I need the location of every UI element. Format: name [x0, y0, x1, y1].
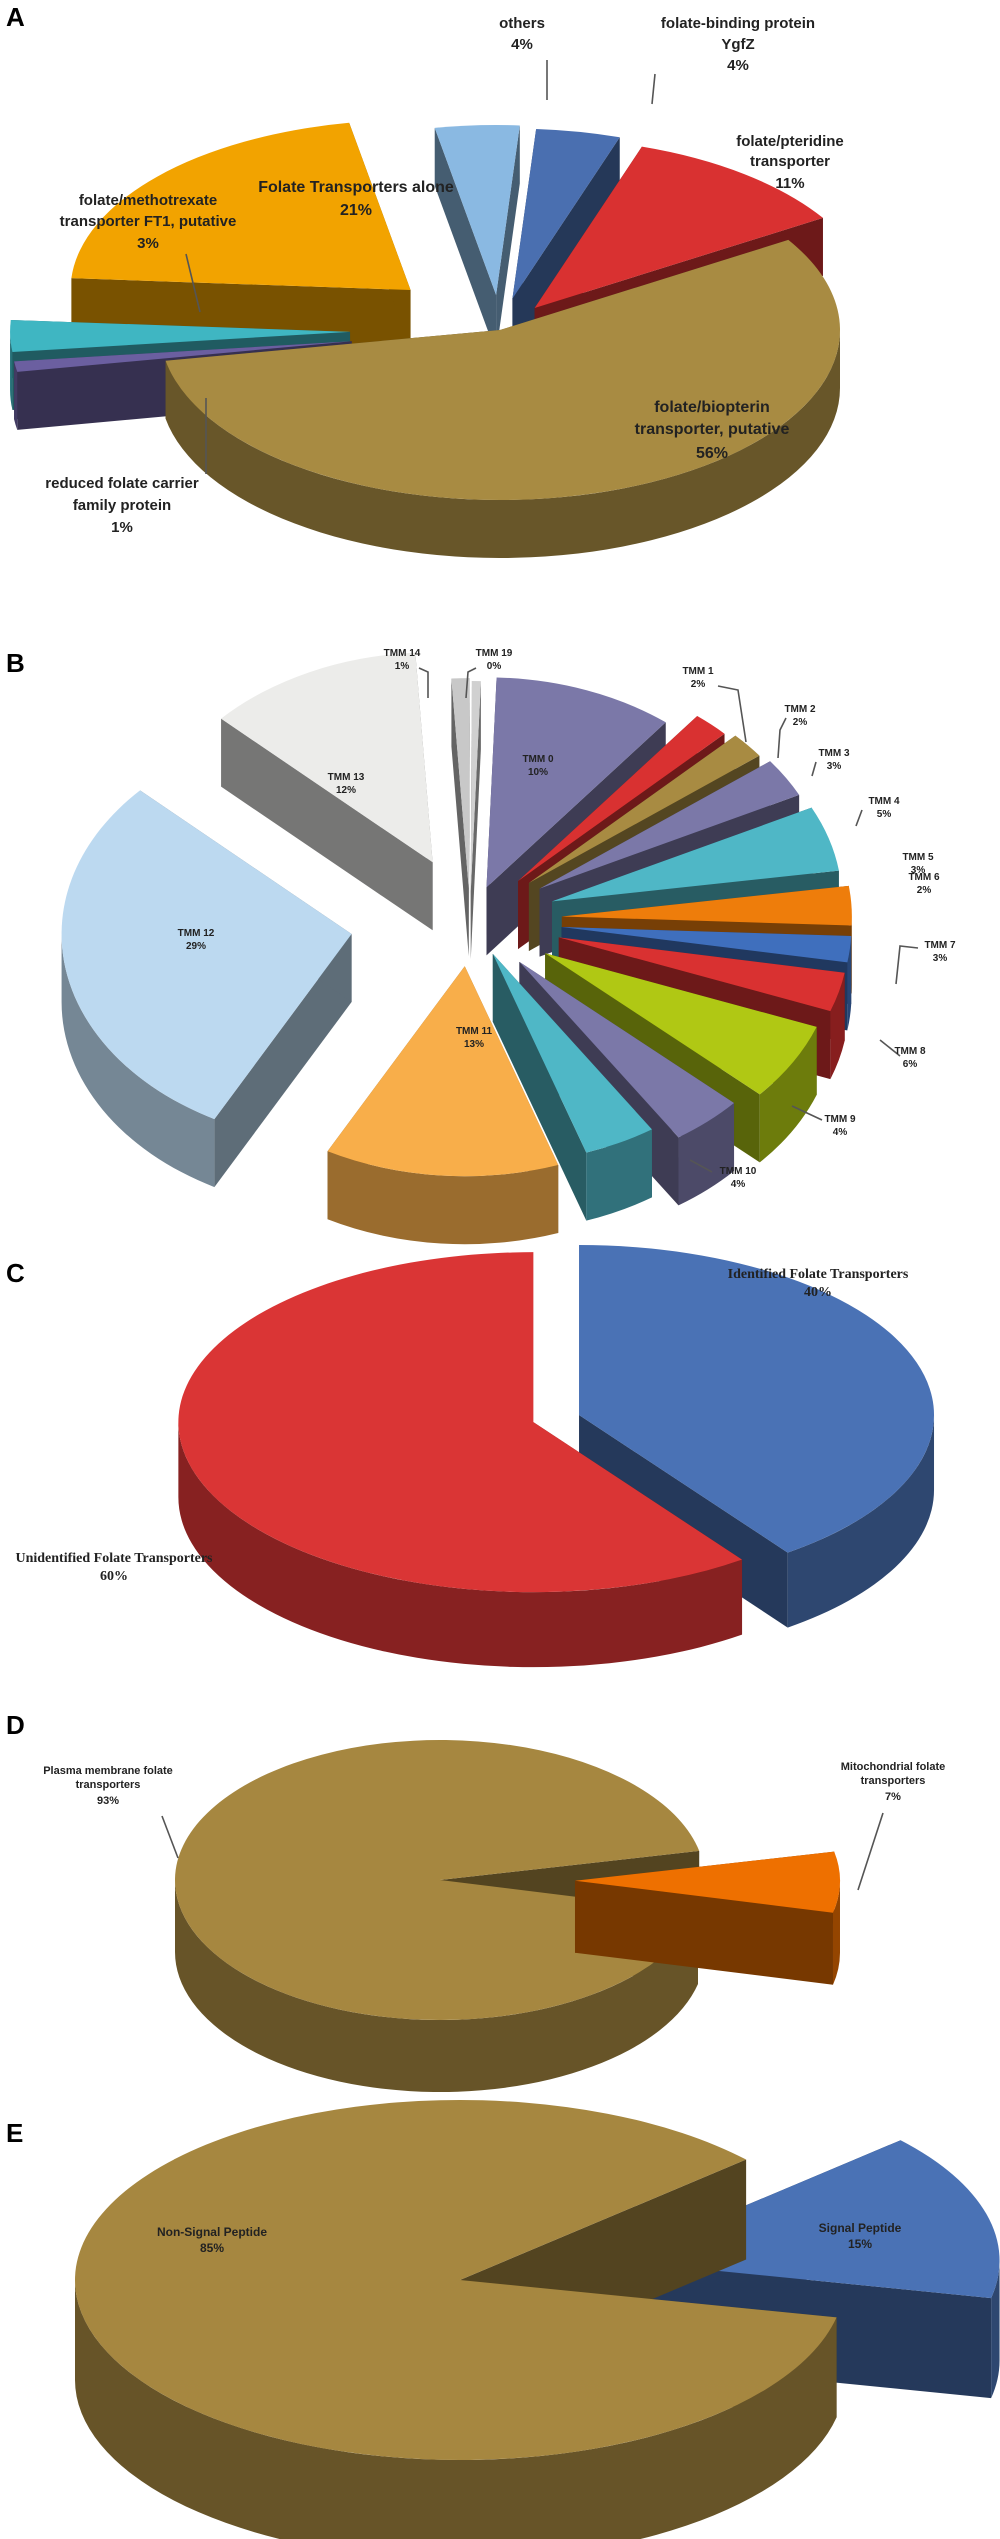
labels-panel-e: Non-Signal Peptide 85% Signal Peptide 15% — [157, 2221, 902, 2255]
label-a-biopterin: folate/biopterin transporter, putative 56% — [635, 399, 790, 462]
label-b-tmm1: TMM 1 2% — [682, 666, 714, 690]
leader-line-b-tmm3 — [811, 761, 817, 777]
leader-line-b-tmm2 — [777, 717, 787, 759]
label-a-ygfz: folate-binding protein YgfZ 4% — [661, 15, 815, 74]
label-b-tmm8: TMM 8 6% — [894, 1046, 926, 1070]
pie-chart-e — [75, 2100, 1000, 2539]
panel-letter-d: D — [6, 1710, 25, 1740]
pie-chart-d — [175, 1739, 840, 2092]
leader-line-b-tmm4 — [855, 809, 863, 827]
label-b-tmm4: TMM 4 5% — [868, 796, 900, 820]
leader-line-b-tmm14 — [418, 667, 429, 698]
label-b-tmm14: TMM 14 1% — [384, 648, 421, 672]
leader-line-a-ygfz — [651, 73, 656, 105]
label-b-tmm5: TMM 5 3% — [902, 852, 934, 876]
panel-letter-a: A — [6, 2, 25, 32]
label-b-tmm10: TMM 10 4% — [720, 1166, 757, 1190]
label-b-tmm9: TMM 9 4% — [824, 1114, 856, 1138]
label-b-tmm13: TMM 13 12% — [328, 772, 365, 796]
leader-line-b-tmm19 — [465, 667, 477, 699]
label-b-tmm7: TMM 7 3% — [924, 940, 956, 964]
pie-b-slice-10 — [492, 953, 652, 1221]
panel-letter-e: E — [6, 2118, 23, 2148]
pie-b-slice-14 — [451, 678, 470, 957]
leader-line-b-tmm1 — [717, 685, 747, 743]
label-a-reduced: reduced folate carrier family protein 1% — [45, 475, 199, 536]
leader-line-d-mito — [857, 1812, 884, 1891]
pie-d-slice-0 — [574, 1851, 840, 1985]
pie-e-slice-1 — [75, 2100, 837, 2539]
leader-line-b-tmm9 — [791, 1105, 823, 1121]
pie-chart-c — [178, 1245, 935, 1668]
leader-line-b-tmm10 — [689, 1159, 713, 1173]
pie-chart-a — [10, 122, 840, 558]
label-a-ft1: folate/methotrexate transporter FT1, puta… — [60, 192, 237, 252]
leader-line-d-plasma — [161, 1815, 179, 1859]
label-c-unidentified: Unidentified Folate Transporters 60% — [15, 1551, 213, 1584]
labels-panel-a: others 4% folate-binding protein YgfZ 4% fo… — [45, 15, 843, 536]
label-b-tmm12: TMM 12 29% — [178, 928, 215, 952]
pie-c-slice-1 — [178, 1252, 743, 1668]
label-b-tmm3: TMM 3 3% — [818, 748, 850, 772]
label-b-tmm0: TMM 0 10% — [522, 754, 554, 778]
pie-b-slice-13 — [221, 652, 433, 931]
leader-lines — [161, 60, 919, 1891]
label-d-plasma: Plasma membrane folate transporters 93% — [43, 1765, 173, 1807]
label-d-mito: Mitochondrial folate transporters 7% — [841, 1761, 946, 1803]
label-c-identified: Identified Folate Transporters 40% — [728, 1267, 909, 1300]
pie-b-slice-12 — [61, 790, 352, 1188]
labels-panel-d: Plasma membrane folate transporters 93% Mi… — [43, 1761, 945, 1807]
panel-letter-b: B — [6, 648, 25, 678]
leader-line-a-ft1 — [185, 253, 201, 313]
pie-chart-b — [61, 652, 852, 1245]
pie-a-slice-6 — [434, 125, 520, 354]
labels-panel-c: Identified Folate Transporters 40% Uniden… — [15, 1267, 908, 1584]
label-a-pteridine: folate/pteridine transporter 11% — [736, 133, 844, 192]
pie-b-slice-11 — [327, 966, 559, 1245]
label-a-others: others 4% — [499, 15, 545, 53]
label-b-tmm19: TMM 19 0% — [476, 648, 513, 672]
label-b-tmm6: TMM 6 2% — [908, 872, 940, 896]
label-a-alone: Folate Transporters alone 21% — [258, 179, 454, 219]
pie-a-slice-5 — [71, 122, 411, 349]
pie-b-slice-15 — [470, 681, 481, 960]
leader-line-b-tmm7 — [895, 945, 919, 985]
pie-a-slice-2 — [165, 239, 840, 558]
label-b-tmm11: TMM 11 13% — [456, 1026, 493, 1050]
panel-letter-c: C — [6, 1258, 25, 1288]
label-b-tmm2: TMM 2 2% — [784, 704, 816, 728]
label-e-nonsignal: Non-Signal Peptide 85% — [157, 2225, 267, 2255]
leader-line-b-tmm8 — [879, 1039, 901, 1057]
label-e-signal: Signal Peptide 15% — [819, 2221, 902, 2251]
